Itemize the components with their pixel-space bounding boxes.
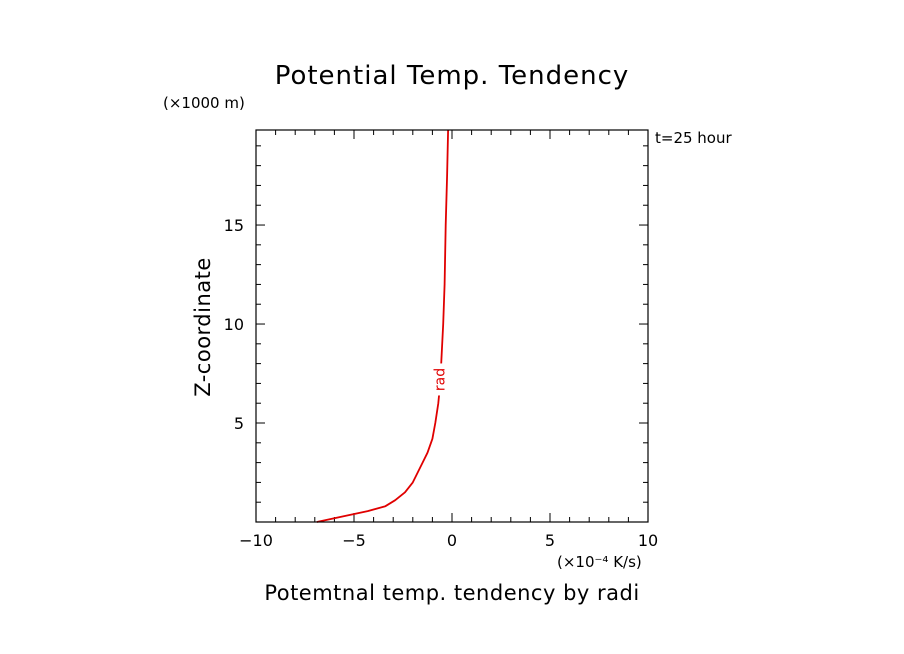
x-tick-label: 10 [638,531,658,550]
time-annotation: t=25 hour [655,129,732,147]
y-tick-label: 5 [234,414,244,433]
y-tick-label: 15 [224,216,244,235]
x-tick-label: 5 [545,531,555,550]
y-tick-label: 10 [224,315,244,334]
series-line-rad [316,129,449,523]
series-layer: rad [316,129,449,523]
y-axis-title: Z-coordinate [191,257,215,397]
series-label: rad [432,368,448,391]
y-unit-label: (×1000 m) [163,94,245,112]
series-label-gap [430,363,449,396]
plot-frame [255,129,649,523]
x-tick-label: −10 [239,531,273,550]
axis-ticks: −10 −5 0 5 10 5 10 15 [224,130,658,550]
x-axis-title: Potemtnal temp. tendency by radi [264,581,639,605]
x-unit-label: (×10⁻⁴ K/s) [557,553,642,571]
x-tick-label: −5 [342,531,366,550]
chart-title: Potential Temp. Tendency [275,61,630,91]
x-tick-label: 0 [447,531,457,550]
